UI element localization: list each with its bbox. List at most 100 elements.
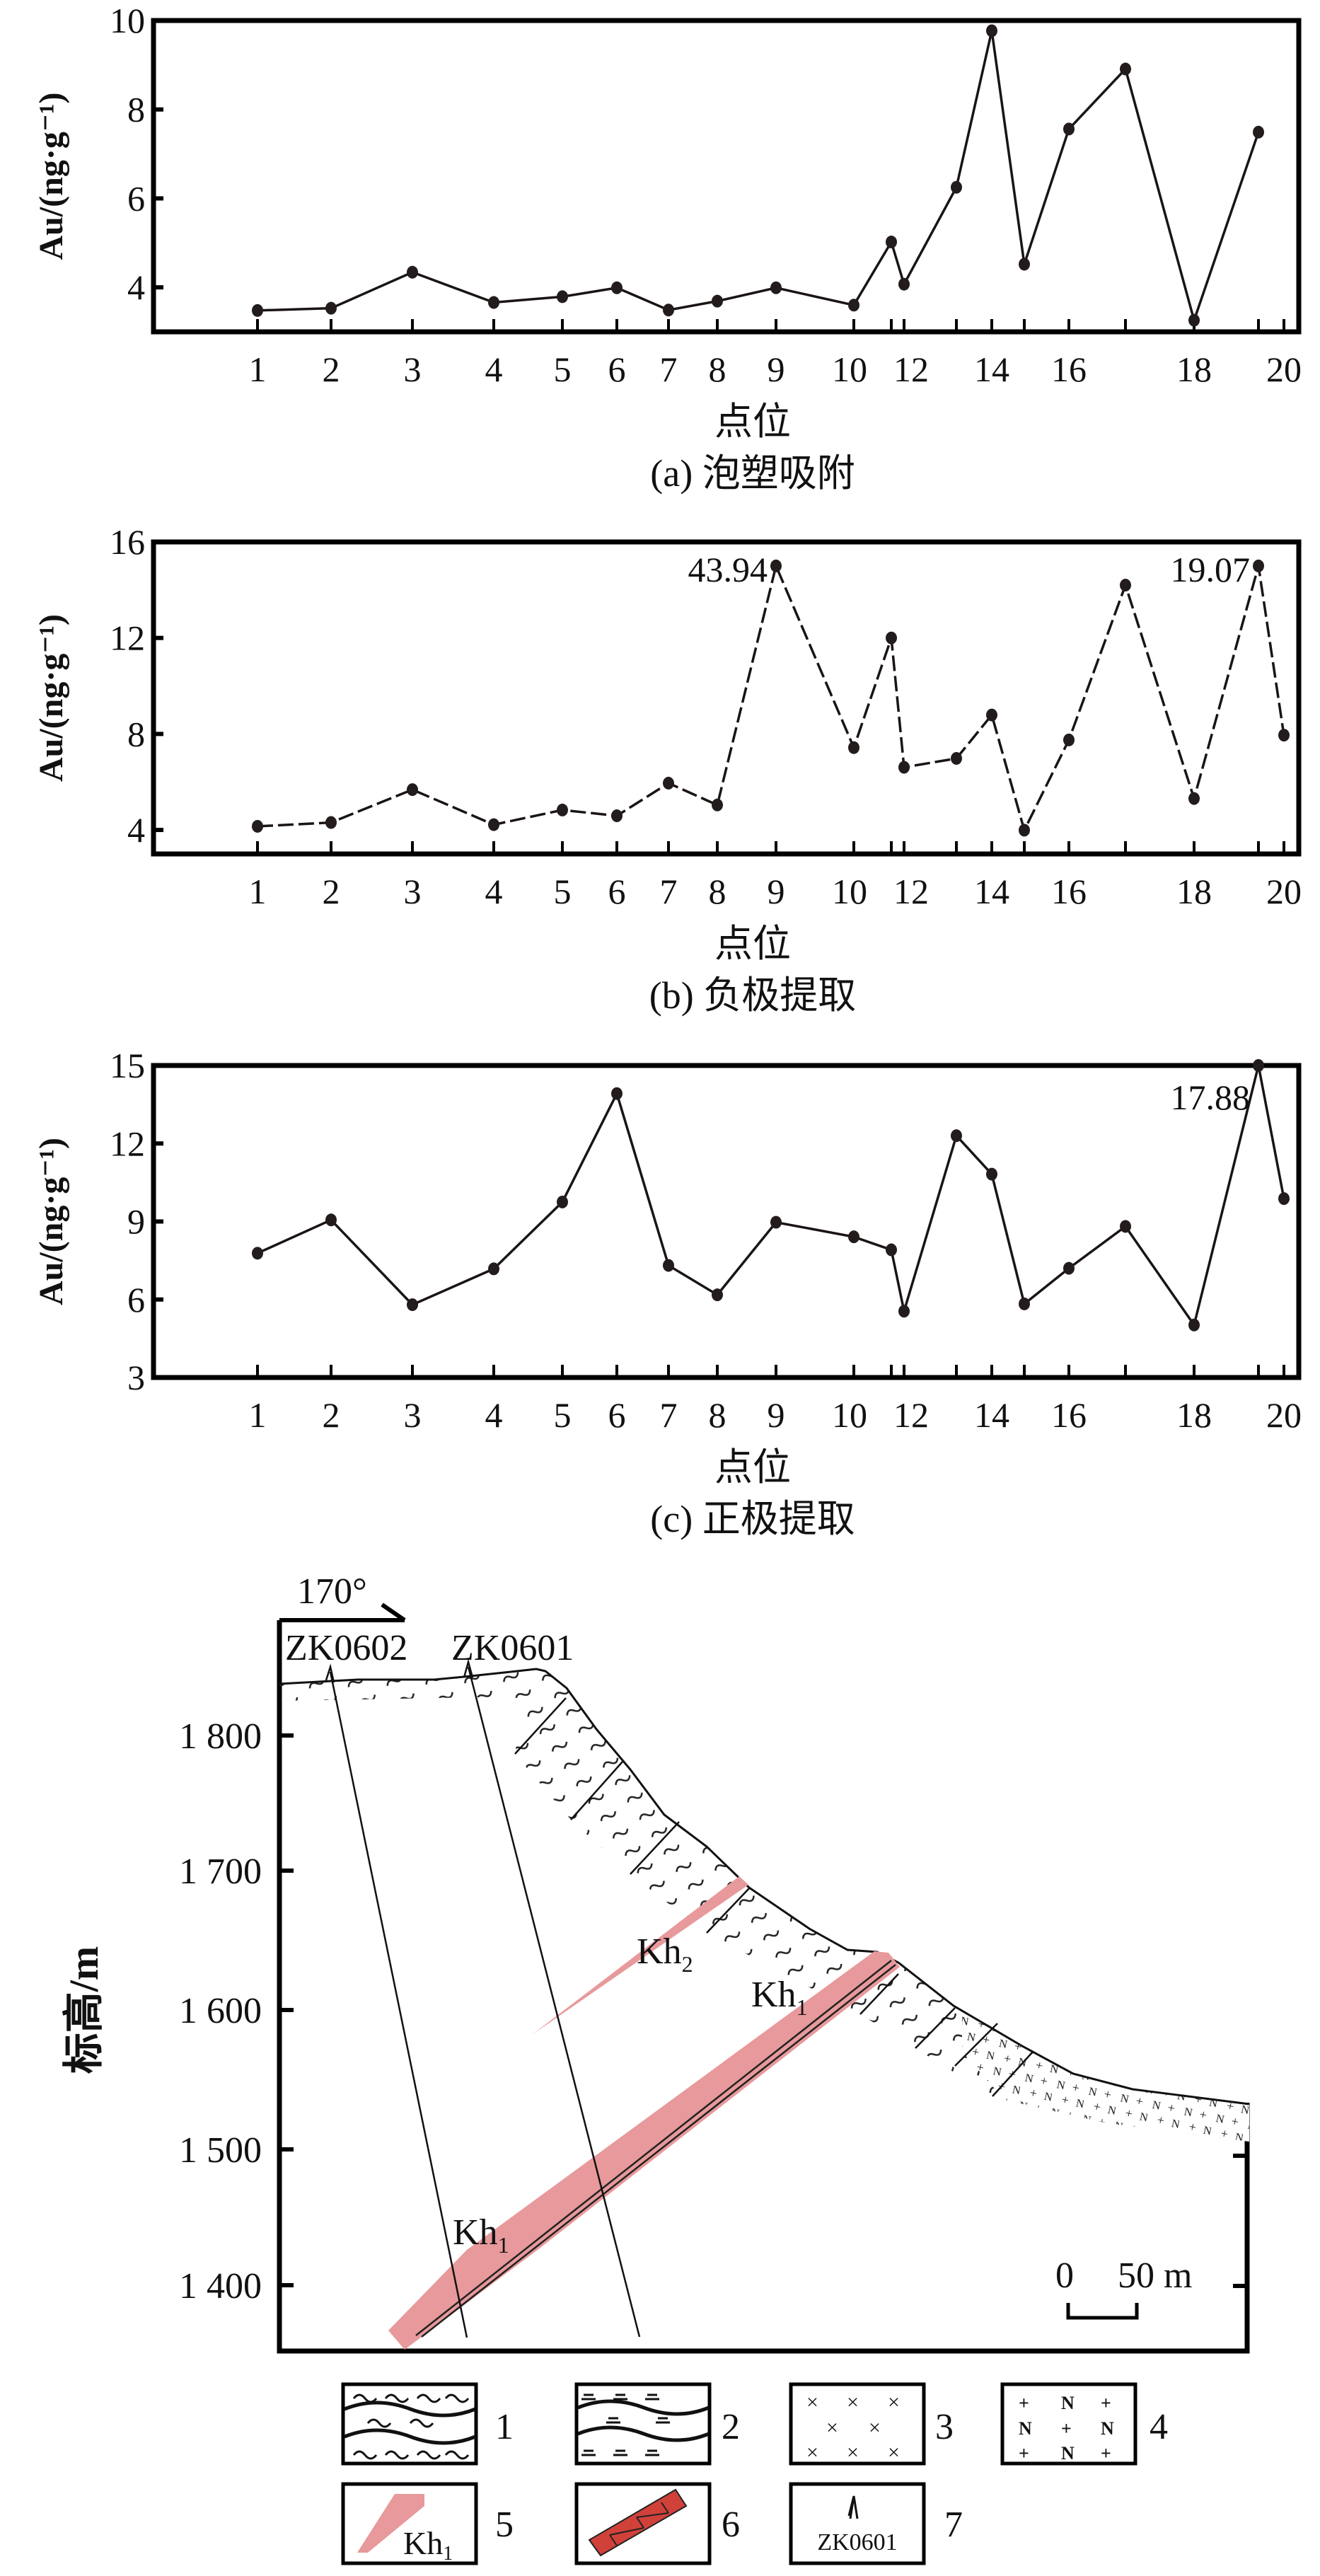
data-point xyxy=(898,761,910,774)
data-point xyxy=(1188,792,1200,805)
legend-item-6: 6 xyxy=(574,2482,740,2565)
x-tick-label: 8 xyxy=(709,1395,726,1435)
data-point xyxy=(252,819,263,833)
data-point xyxy=(770,559,782,572)
x-axis-label: 点位 xyxy=(714,400,791,443)
svg-text:N: N xyxy=(1061,2393,1075,2413)
x-tick-label: 5 xyxy=(554,350,572,389)
data-point xyxy=(557,290,568,304)
data-point xyxy=(611,809,623,823)
x-tick-label: 7 xyxy=(660,872,678,911)
data-point xyxy=(898,1305,910,1318)
x-tick-label: 9 xyxy=(768,350,785,389)
legend-number: 1 xyxy=(495,2407,514,2447)
topographic-surface xyxy=(279,1668,1250,2106)
y-tick-label: 10 xyxy=(110,1,145,40)
data-point xyxy=(1019,1297,1030,1310)
azimuth-arrow-icon xyxy=(279,1602,406,1622)
x-tick-label: 8 xyxy=(709,872,726,911)
svg-text:+: + xyxy=(1019,2443,1029,2464)
orebody-kh2 xyxy=(532,1876,748,2035)
x-tick-label: 10 xyxy=(832,350,867,389)
elevation-axis-label: 标高/m xyxy=(61,1946,107,2074)
data-point xyxy=(712,798,723,812)
data-point xyxy=(663,1259,674,1272)
svg-text:×: × xyxy=(826,2416,838,2439)
x-tick-label: 20 xyxy=(1266,1395,1302,1435)
x-tick-label: 4 xyxy=(485,350,503,389)
y-axis-label: Au/(ng·g⁻¹) xyxy=(33,1138,70,1305)
x-tick-label: 16 xyxy=(1051,1395,1087,1435)
y-tick-label: 9 xyxy=(127,1202,145,1242)
data-point xyxy=(557,1195,568,1208)
azimuth-label: 170° xyxy=(297,1571,367,1612)
fault-swatch xyxy=(588,2488,688,2557)
x-tick-label: 6 xyxy=(608,1395,626,1435)
drillhole-arrow-icon xyxy=(324,1663,335,1683)
x-tick-label: 12 xyxy=(893,350,929,389)
svg-text:N: N xyxy=(1019,2418,1032,2439)
y-tick-label: 4 xyxy=(127,267,145,307)
x-tick-label: 3 xyxy=(404,1395,422,1435)
x-tick-label: 1 xyxy=(249,1395,267,1435)
elevation-tick-label: 1 600 xyxy=(179,1991,262,2031)
drillhole-zk0601: ZK0601 xyxy=(451,1628,641,2338)
data-point xyxy=(1063,733,1075,746)
x-tick-label: 9 xyxy=(768,1395,785,1435)
orebody-label: Kh1 xyxy=(751,1975,808,2020)
y-tick-label: 16 xyxy=(110,522,145,562)
y-tick-label: 6 xyxy=(127,178,145,218)
data-point xyxy=(252,304,263,317)
x-tick-label: 7 xyxy=(660,1395,678,1435)
data-line xyxy=(257,30,1260,325)
legend-number: 2 xyxy=(722,2407,740,2447)
data-point xyxy=(611,1087,623,1100)
x-tick-label: 4 xyxy=(485,1395,503,1435)
chart-title: (a) 泡塑吸附 xyxy=(650,452,855,495)
scale-zero: 0 xyxy=(1055,2256,1074,2296)
legend-number: 3 xyxy=(935,2407,954,2447)
data-point xyxy=(951,751,962,765)
legend-symbol-text: ZK0601 xyxy=(817,2529,897,2555)
legend-item-2: 2 xyxy=(574,2382,740,2466)
data-point xyxy=(407,1298,418,1312)
legend-number: 7 xyxy=(944,2505,963,2545)
x-axis-label: 点位 xyxy=(714,923,791,965)
data-annotation: 17.88 xyxy=(1171,1078,1251,1117)
data-annotation: 43.94 xyxy=(688,550,768,589)
data-point xyxy=(407,783,418,797)
svg-text:N: N xyxy=(1101,2418,1114,2439)
x-tick-label: 20 xyxy=(1266,350,1302,389)
x-tick-label: 8 xyxy=(709,350,726,389)
data-point xyxy=(488,1262,499,1276)
orebody-swatch xyxy=(357,2494,424,2553)
data-point xyxy=(1278,1192,1290,1206)
data-point xyxy=(886,236,897,249)
x-tick-label: 2 xyxy=(323,350,340,389)
data-point xyxy=(663,304,674,317)
data-point xyxy=(770,281,782,294)
x-tick-label: 5 xyxy=(554,872,572,911)
y-tick-label: 12 xyxy=(110,618,145,658)
drillhole-label: ZK0602 xyxy=(285,1628,407,1668)
data-point xyxy=(252,1247,263,1260)
plot-frame xyxy=(151,539,1302,857)
y-tick-label: 8 xyxy=(127,90,145,129)
x-tick-label: 12 xyxy=(893,1395,929,1435)
svg-text:+: + xyxy=(1101,2443,1111,2464)
svg-text:×: × xyxy=(869,2416,881,2439)
data-point xyxy=(848,1230,859,1244)
data-annotation: 19.07 xyxy=(1171,550,1251,589)
svg-text:×: × xyxy=(847,2391,859,2414)
y-tick-label: 4 xyxy=(127,810,145,850)
x-tick-label: 18 xyxy=(1176,872,1212,911)
svg-text:+: + xyxy=(1019,2393,1029,2413)
data-point xyxy=(986,24,997,37)
x-axis-label: 点位 xyxy=(714,1446,791,1489)
data-point xyxy=(488,818,499,831)
chart-title: (b) 负极提取 xyxy=(649,974,856,1017)
x-tick-label: 2 xyxy=(323,1395,340,1435)
